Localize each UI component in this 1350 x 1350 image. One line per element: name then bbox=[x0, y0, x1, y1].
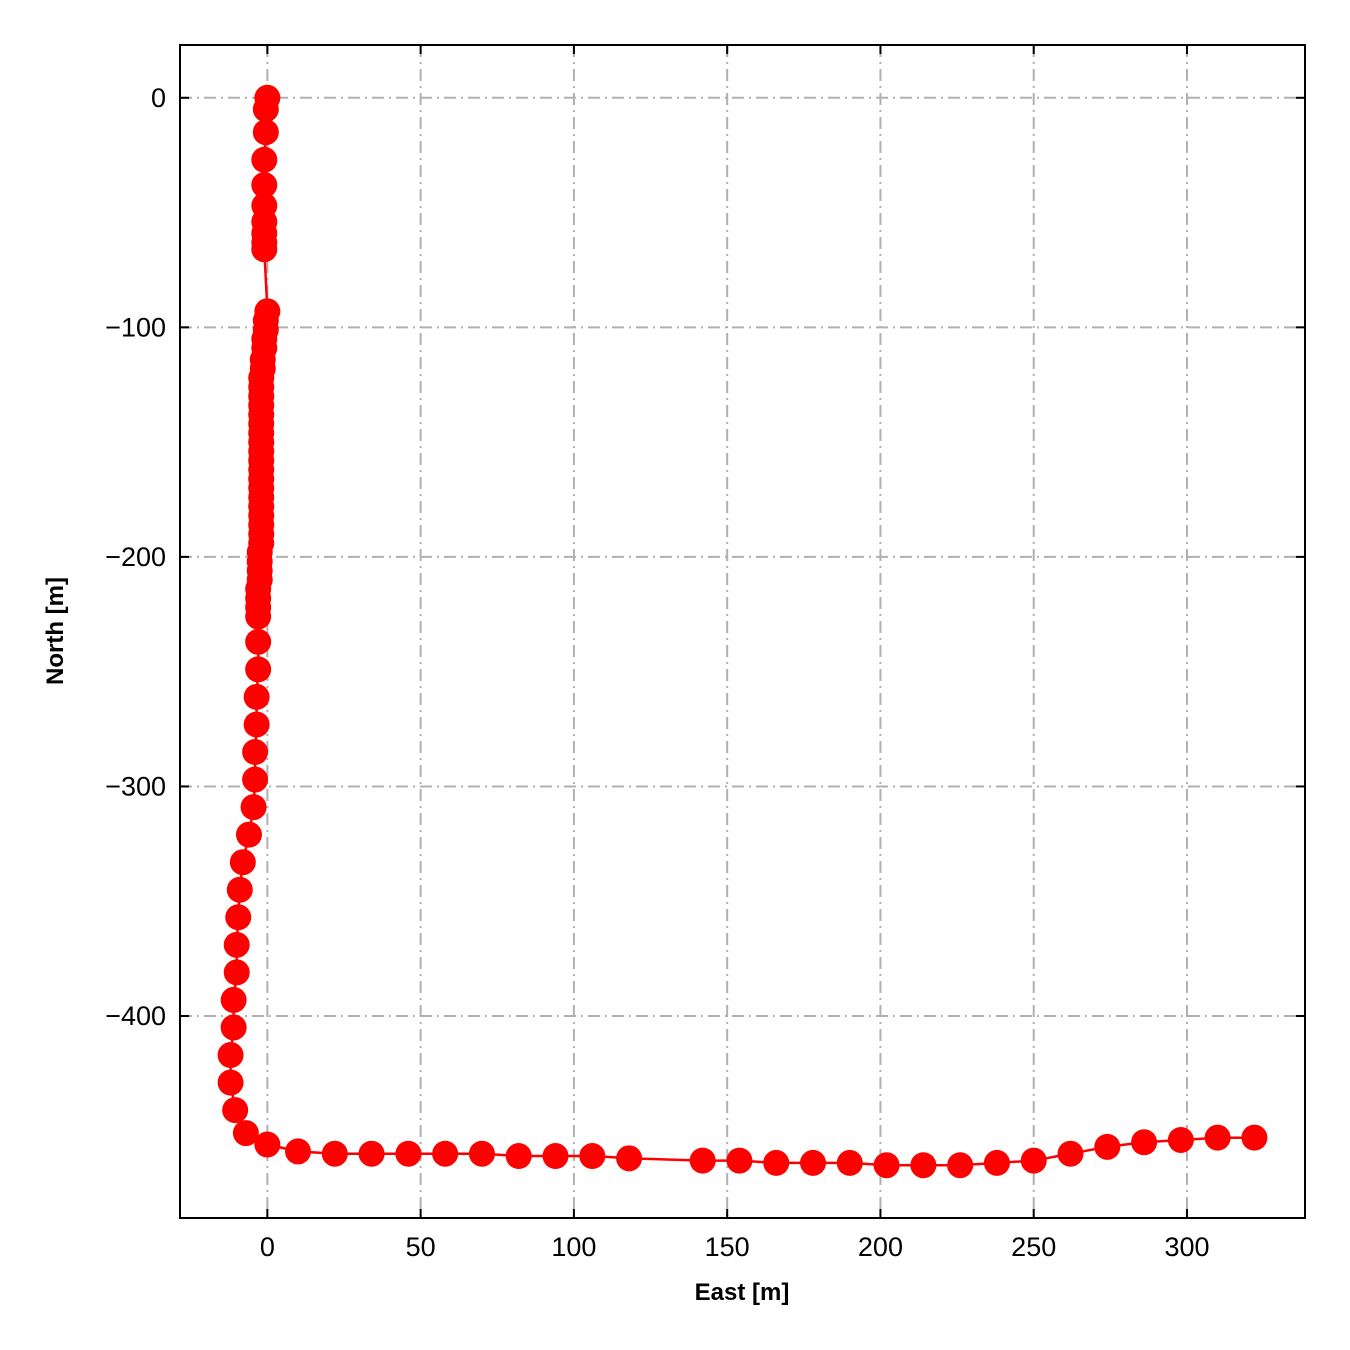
x-tick-label: 150 bbox=[705, 1232, 750, 1262]
y-tick-label: −400 bbox=[105, 1001, 166, 1031]
data-point bbox=[240, 794, 267, 821]
data-point bbox=[217, 1069, 244, 1096]
data-point bbox=[1204, 1124, 1231, 1151]
x-axis-label: East [m] bbox=[695, 1279, 790, 1306]
data-point bbox=[242, 739, 269, 766]
data-point bbox=[251, 146, 278, 173]
data-point bbox=[1167, 1126, 1194, 1153]
x-tick-label: 200 bbox=[858, 1232, 903, 1262]
y-tick-label: −300 bbox=[105, 771, 166, 801]
data-point bbox=[505, 1143, 532, 1170]
data-point bbox=[251, 172, 278, 199]
data-point bbox=[1094, 1133, 1121, 1160]
data-point bbox=[579, 1143, 606, 1170]
data-point bbox=[468, 1140, 495, 1167]
data-point bbox=[800, 1149, 827, 1176]
data-point bbox=[432, 1140, 459, 1167]
data-point bbox=[689, 1147, 716, 1174]
data-point bbox=[252, 119, 279, 146]
data-point bbox=[252, 96, 279, 123]
data-point bbox=[226, 876, 253, 903]
data-point bbox=[245, 603, 272, 630]
data-point bbox=[873, 1152, 900, 1179]
data-point bbox=[225, 904, 252, 931]
x-tick-label: 50 bbox=[406, 1232, 436, 1262]
data-point bbox=[251, 236, 278, 263]
data-point bbox=[395, 1140, 422, 1167]
data-point bbox=[616, 1145, 643, 1172]
data-point bbox=[242, 766, 269, 793]
y-axis-label: North [m] bbox=[42, 577, 69, 685]
data-point bbox=[542, 1143, 569, 1170]
data-point bbox=[1241, 1124, 1268, 1151]
data-point bbox=[223, 959, 250, 986]
data-point bbox=[321, 1140, 348, 1167]
plot-frame bbox=[179, 44, 1306, 1219]
data-point bbox=[243, 711, 270, 738]
data-point bbox=[220, 986, 247, 1013]
data-point bbox=[910, 1152, 937, 1179]
data-point bbox=[983, 1149, 1010, 1176]
data-point bbox=[285, 1138, 312, 1165]
data-point bbox=[1131, 1129, 1158, 1156]
data-point bbox=[217, 1042, 244, 1069]
data-point bbox=[726, 1147, 753, 1174]
ticks: 0 50 100 150 200 250 300 0 −100 −200 −300 −400 bbox=[105, 45, 1305, 1262]
data-point bbox=[232, 1120, 259, 1147]
data-point bbox=[229, 849, 256, 876]
y-tick-label: −100 bbox=[105, 312, 166, 342]
data-point bbox=[245, 656, 272, 683]
y-tick-label: −200 bbox=[105, 542, 166, 572]
x-tick-label: 0 bbox=[260, 1232, 275, 1262]
data-point bbox=[836, 1149, 863, 1176]
data-point bbox=[763, 1149, 790, 1176]
data-point bbox=[243, 683, 270, 710]
x-tick-label: 300 bbox=[1164, 1232, 1209, 1262]
data-point bbox=[222, 1097, 249, 1124]
y-tick-label: 0 bbox=[151, 83, 166, 113]
data-point bbox=[220, 1014, 247, 1041]
data-point bbox=[245, 628, 272, 655]
x-tick-label: 250 bbox=[1011, 1232, 1056, 1262]
data-point bbox=[223, 931, 250, 958]
data-point bbox=[235, 821, 262, 848]
series-layer bbox=[217, 84, 1268, 1179]
data-point bbox=[358, 1140, 385, 1167]
grid bbox=[180, 45, 1305, 1218]
data-point bbox=[254, 1131, 281, 1158]
data-point bbox=[1020, 1147, 1047, 1174]
x-tick-label: 100 bbox=[551, 1232, 596, 1262]
data-point bbox=[947, 1152, 974, 1179]
data-point bbox=[1057, 1140, 1084, 1167]
